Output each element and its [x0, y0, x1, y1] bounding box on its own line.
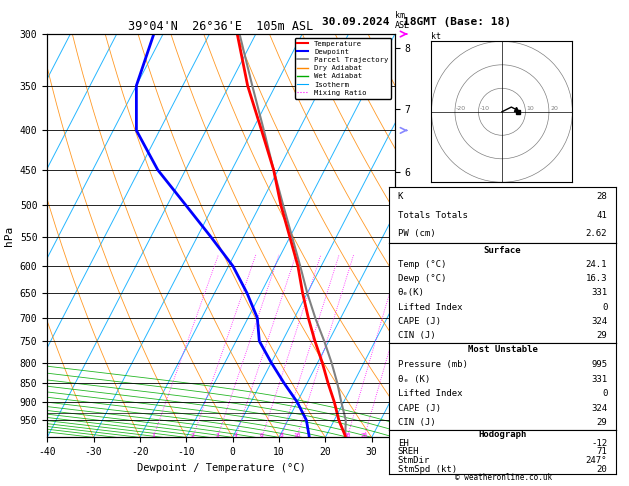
Text: StmDir: StmDir [398, 456, 430, 465]
Text: Lifted Index: Lifted Index [398, 303, 462, 312]
Text: K: K [398, 192, 403, 201]
X-axis label: Dewpoint / Temperature (°C): Dewpoint / Temperature (°C) [136, 463, 306, 473]
Text: 71: 71 [596, 448, 608, 456]
Text: 3: 3 [216, 433, 220, 438]
Text: Totals Totals: Totals Totals [398, 210, 468, 220]
Text: 6: 6 [260, 433, 264, 438]
Y-axis label: Mixing Ratio (g/kg): Mixing Ratio (g/kg) [416, 185, 425, 287]
Text: StmSpd (kt): StmSpd (kt) [398, 465, 457, 474]
Title: 39°04'N  26°36'E  105m ASL: 39°04'N 26°36'E 105m ASL [128, 20, 314, 33]
Text: 20: 20 [343, 433, 351, 438]
Text: 8: 8 [279, 433, 283, 438]
Text: 247°: 247° [586, 456, 608, 465]
Text: 1: 1 [152, 433, 155, 438]
Text: 324: 324 [591, 317, 608, 326]
Text: 2.62: 2.62 [586, 229, 608, 238]
Text: EH: EH [398, 439, 409, 448]
Text: 20: 20 [596, 465, 608, 474]
Text: PW (cm): PW (cm) [398, 229, 435, 238]
Text: Lifted Index: Lifted Index [398, 389, 462, 398]
Text: kt: kt [431, 32, 442, 41]
Text: LCL: LCL [398, 409, 413, 417]
Text: CAPE (J): CAPE (J) [398, 317, 441, 326]
Text: km
ASL: km ASL [395, 11, 410, 30]
Text: SREH: SREH [398, 448, 420, 456]
Text: Surface: Surface [484, 245, 521, 255]
Text: 20: 20 [550, 105, 558, 111]
Text: CAPE (J): CAPE (J) [398, 404, 441, 413]
Text: 10: 10 [293, 433, 301, 438]
Text: CIN (J): CIN (J) [398, 331, 435, 340]
Text: 29: 29 [596, 418, 608, 427]
Text: CIN (J): CIN (J) [398, 418, 435, 427]
Text: 331: 331 [591, 288, 608, 297]
Text: Hodograph: Hodograph [479, 430, 526, 439]
Text: 0: 0 [602, 303, 608, 312]
Text: 29: 29 [596, 331, 608, 340]
Text: 16.3: 16.3 [586, 274, 608, 283]
Text: 4: 4 [233, 433, 237, 438]
Text: 0: 0 [602, 389, 608, 398]
Text: -12: -12 [591, 439, 608, 448]
Text: 2: 2 [191, 433, 195, 438]
Text: Most Unstable: Most Unstable [467, 346, 538, 354]
Text: Temp (°C): Temp (°C) [398, 260, 446, 269]
Text: Dewp (°C): Dewp (°C) [398, 274, 446, 283]
Text: 24.1: 24.1 [586, 260, 608, 269]
Text: © weatheronline.co.uk: © weatheronline.co.uk [455, 473, 552, 482]
Text: 995: 995 [591, 360, 608, 369]
Text: 331: 331 [591, 375, 608, 383]
Legend: Temperature, Dewpoint, Parcel Trajectory, Dry Adiabat, Wet Adiabat, Isotherm, Mi: Temperature, Dewpoint, Parcel Trajectory… [294, 37, 391, 99]
Text: 41: 41 [596, 210, 608, 220]
Y-axis label: hPa: hPa [4, 226, 14, 246]
Text: 10: 10 [526, 105, 535, 111]
Text: 28: 28 [596, 192, 608, 201]
Text: 30.09.2024  18GMT (Base: 18): 30.09.2024 18GMT (Base: 18) [322, 17, 511, 27]
Text: 25: 25 [360, 433, 368, 438]
Text: -10: -10 [480, 105, 489, 111]
Text: -20: -20 [456, 105, 466, 111]
Text: Pressure (mb): Pressure (mb) [398, 360, 468, 369]
Text: 324: 324 [591, 404, 608, 413]
Text: θₑ (K): θₑ (K) [398, 375, 430, 383]
Text: θₑ(K): θₑ(K) [398, 288, 425, 297]
